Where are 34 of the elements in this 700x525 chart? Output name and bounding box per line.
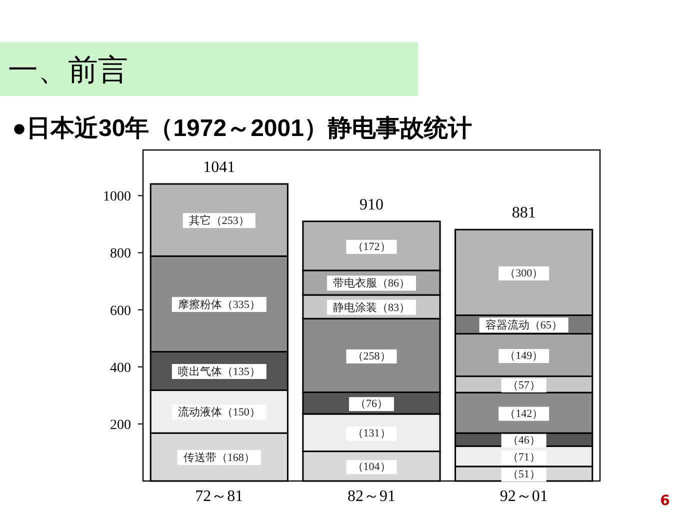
y-tick-label: 200 — [110, 418, 131, 433]
total-label: 881 — [512, 204, 536, 222]
data-label: （51） — [507, 468, 540, 481]
data-label: 摩擦粉体（335） — [178, 298, 260, 311]
x-tick-label: 82～91 — [348, 488, 396, 505]
y-tick-label: 800 — [110, 246, 131, 262]
data-label: （300） — [504, 267, 544, 280]
y-tick-label: 1000 — [103, 190, 131, 205]
chart-subtitle: ●日本近30年（1972～2001）静电事故统计 — [12, 115, 472, 142]
x-tick-label: 72～81 — [195, 488, 244, 505]
data-label: 带电衣服（86） — [333, 276, 410, 290]
data-label: （57） — [507, 379, 540, 392]
data-label: 容器流动（65） — [485, 318, 562, 332]
data-label: 静电涂装（83） — [333, 300, 410, 314]
data-label: 喷出气体（135） — [178, 365, 260, 378]
chart-title: 一、前言 — [8, 54, 128, 87]
y-tick-label: 400 — [110, 360, 131, 376]
data-label: 其它（253） — [188, 214, 250, 228]
data-label: （131） — [352, 428, 391, 440]
data-label: （149） — [504, 350, 544, 362]
y-tick-label: 600 — [110, 304, 131, 319]
data-label: （104） — [352, 461, 391, 474]
total-label: 910 — [360, 196, 384, 214]
data-label: 传送带（168） — [183, 451, 255, 464]
data-label: （258） — [352, 350, 391, 362]
data-label: （172） — [352, 240, 391, 253]
text: 6 — [660, 493, 670, 509]
data-label: （76） — [355, 398, 388, 410]
data-label: （46） — [507, 434, 540, 447]
total-label: 1041 — [203, 158, 236, 176]
data-label: （71） — [507, 451, 540, 464]
data-label: （142） — [504, 408, 544, 420]
data-label: 流动液体（150） — [178, 406, 260, 419]
x-tick-label: 92～01 — [500, 488, 548, 505]
